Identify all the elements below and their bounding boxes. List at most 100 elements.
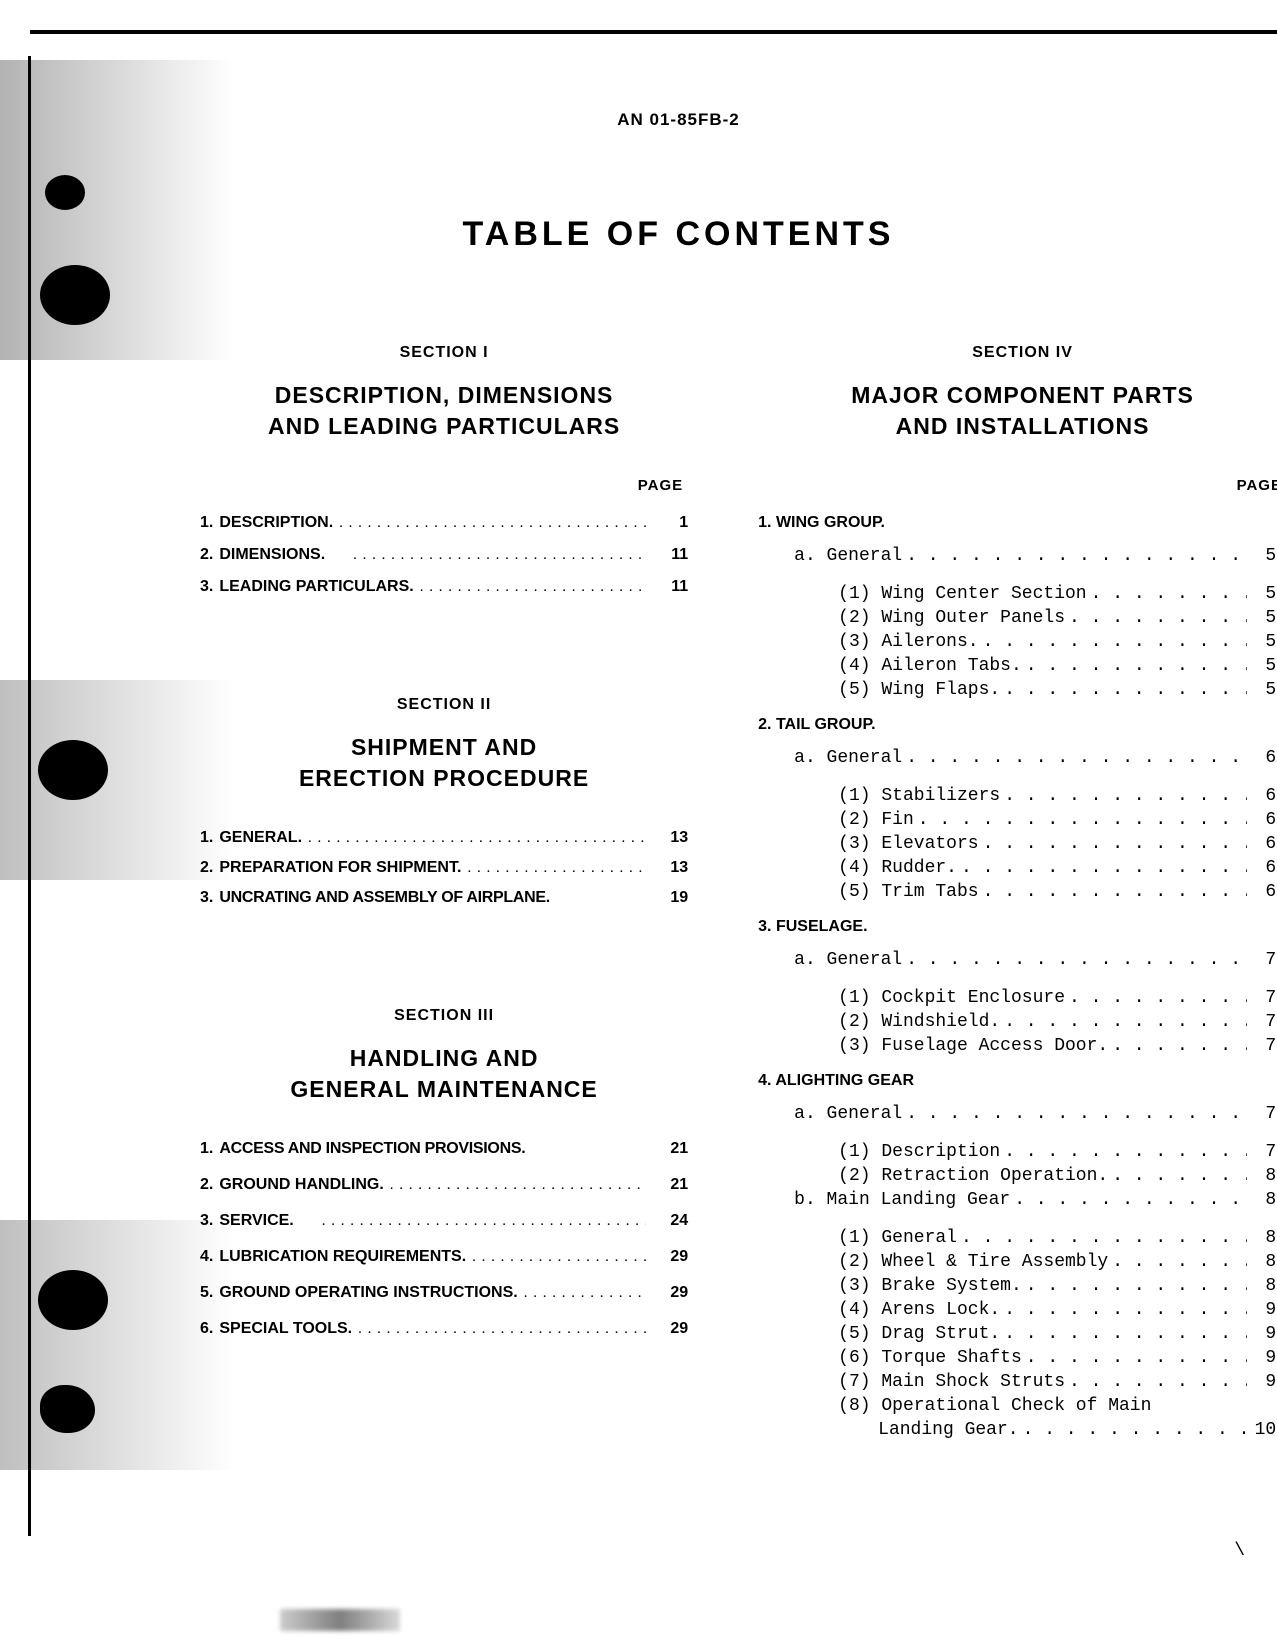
toc-number: 3. — [200, 889, 213, 907]
toc-page: 86 — [1251, 1276, 1277, 1296]
toc-dots — [322, 1213, 646, 1230]
toc-line: 5.GROUND OPERATING INSTRUCTIONS.29 — [200, 1284, 688, 1302]
toc-number: 4. — [200, 1248, 213, 1266]
toc-sub-line: a. General70 — [758, 950, 1277, 970]
toc-page: 59 — [1251, 680, 1277, 700]
toc-dots — [1069, 988, 1247, 1008]
toc-dots — [906, 1104, 1247, 1124]
toc-page: 29 — [652, 1284, 688, 1302]
toc-page: 19 — [652, 889, 688, 907]
toc-subsub-label: (5) Trim Tabs — [838, 882, 978, 902]
toc-number: 6. — [200, 1320, 213, 1338]
section-title: HANDLING AND GENERAL MAINTENANCE — [200, 1043, 688, 1105]
section-1: SECTION I DESCRIPTION, DIMENSIONS AND LE… — [200, 344, 688, 596]
toc-dots — [1026, 656, 1247, 676]
group-header: 3. FUSELAGE. — [758, 918, 1277, 936]
toc-page: 81 — [1251, 1166, 1277, 1186]
toc-text: PREPARATION FOR SHIPMENT. — [219, 859, 461, 877]
toc-page: 79 — [1251, 1104, 1277, 1124]
toc-page: 93 — [1251, 1324, 1277, 1344]
toc-subsub-label: (2) Windshield. — [838, 1012, 1000, 1032]
toc-dots — [1023, 1420, 1247, 1440]
section-title-line: AND INSTALLATIONS — [896, 413, 1150, 439]
toc-sub-line: a. General 79 — [758, 1104, 1277, 1124]
toc-line: 3.SERVICE.24 — [200, 1212, 688, 1230]
toc-page: 21 — [652, 1176, 688, 1194]
toc-line: 2.DIMENSIONS.11 — [200, 546, 688, 564]
toc-dots — [472, 1249, 646, 1266]
toc-subsub-label: (3) Ailerons. — [838, 632, 978, 652]
section-label: SECTION I — [200, 344, 688, 362]
toc-text: UNCRATING AND ASSEMBLY OF AIRPLANE. — [219, 889, 550, 907]
toc-number: 1. — [200, 829, 213, 847]
toc-subsub-line: (6) Torque Shafts96 — [758, 1348, 1277, 1368]
toc-line: 6. SPECIAL TOOLS. 29 — [200, 1320, 688, 1338]
toc-subsub-line: (5) Wing Flaps. 59 — [758, 680, 1277, 700]
section-title-line: HANDLING AND — [350, 1045, 539, 1071]
toc-dots — [918, 810, 1247, 830]
bottom-smudge — [280, 1609, 400, 1631]
toc-subsub-line: (2) Wing Outer Panels55 — [758, 608, 1277, 628]
group-header: 1. WING GROUP. — [758, 514, 1277, 532]
toc-text: DIMENSIONS. — [219, 546, 325, 564]
toc-line: 3. UNCRATING AND ASSEMBLY OF AIRPLANE. 19 — [200, 889, 688, 907]
toc-subsub-label: (1) Stabilizers — [838, 786, 1000, 806]
toc-subsub-line-continuation: Landing Gear.107 — [758, 1420, 1277, 1440]
toc-number: 2. — [200, 1176, 213, 1194]
toc-dots — [983, 834, 1247, 854]
toc-subsub-label: (6) Torque Shafts — [838, 1348, 1022, 1368]
toc-subsub-line: (5) Drag Strut.93 — [758, 1324, 1277, 1344]
toc-page: 63 — [1251, 786, 1277, 806]
toc-subsub-line: (3) Brake System.86 — [758, 1276, 1277, 1296]
toc-dots — [983, 882, 1247, 902]
toc-subsub-label: (2) Wing Outer Panels — [838, 608, 1065, 628]
toc-subsub-line: (4) Rudder.68 — [758, 858, 1277, 878]
toc-subsub-line: (1) Description79 — [758, 1142, 1277, 1162]
toc-page: 21 — [652, 1140, 688, 1158]
toc-subsub-label: (3) Elevators — [838, 834, 978, 854]
toc-subsub-line: (4) Arens Lock.91 — [758, 1300, 1277, 1320]
toc-subsub-label: (5) Wing Flaps. — [838, 680, 1000, 700]
toc-sub-label: b. Main Landing Gear — [794, 1190, 1010, 1210]
toc-sub-label: a. General — [794, 1104, 902, 1124]
toc-dots — [1004, 1300, 1247, 1320]
toc-subsub-label: (3) Fuselage Access Door. — [838, 1036, 1108, 1056]
toc-dots — [1004, 1012, 1247, 1032]
toc-subsub-line: (3) Elevators 67 — [758, 834, 1277, 854]
toc-dots — [390, 1177, 646, 1194]
toc-subsub-label: (4) Aileron Tabs. — [838, 656, 1022, 676]
toc-page: 83 — [1251, 1228, 1277, 1248]
toc-dots — [1014, 1190, 1247, 1210]
toc-subsub-line: (1) Stabilizers 63 — [758, 786, 1277, 806]
toc-text: GROUND HANDLING. — [219, 1176, 383, 1194]
toc-subsub-label: (4) Rudder. — [838, 858, 957, 878]
toc-number: 3. — [200, 578, 213, 596]
section-title-line: AND LEADING PARTICULARS — [268, 413, 620, 439]
toc-sub-line: a. General51 — [758, 546, 1277, 566]
section-title-line: MAJOR COMPONENT PARTS — [851, 382, 1194, 408]
slash-mark: \ — [1234, 1541, 1245, 1561]
toc-dots — [1026, 1348, 1247, 1368]
toc-groups: 1. WING GROUP. a. General51 (1) Wing Cente… — [758, 514, 1277, 1440]
section-label: SECTION II — [200, 696, 688, 714]
main-title: TABLE OF CONTENTS — [140, 215, 1217, 254]
toc-subsub-line: (1) Wing Center Section51 — [758, 584, 1277, 604]
toc-line: 1.ACCESS AND INSPECTION PROVISIONS.21 — [200, 1140, 688, 1158]
toc-subsub-label: (2) Retraction Operation. — [838, 1166, 1108, 1186]
section-title-line: SHIPMENT AND — [351, 734, 537, 760]
toc-number: 2. — [200, 546, 213, 564]
toc-dots — [1112, 1252, 1247, 1272]
toc-page: 29 — [652, 1320, 688, 1338]
page-header: PAGE — [758, 477, 1277, 494]
toc-subsub-label: (1) General — [838, 1228, 957, 1248]
toc-number: 2. — [200, 859, 213, 877]
toc-subsub-line: (1) Cockpit Enclosure70 — [758, 988, 1277, 1008]
section-label: SECTION IV — [758, 344, 1277, 362]
toc-page: 67 — [1251, 834, 1277, 854]
toc-dots — [339, 515, 646, 532]
toc-dots — [1004, 680, 1247, 700]
toc-dots — [983, 632, 1247, 652]
toc-subsub-line: (8) Operational Check of Main — [758, 1396, 1277, 1416]
toc-text: SPECIAL TOOLS. — [219, 1320, 352, 1338]
toc-number: 1. — [200, 514, 213, 532]
